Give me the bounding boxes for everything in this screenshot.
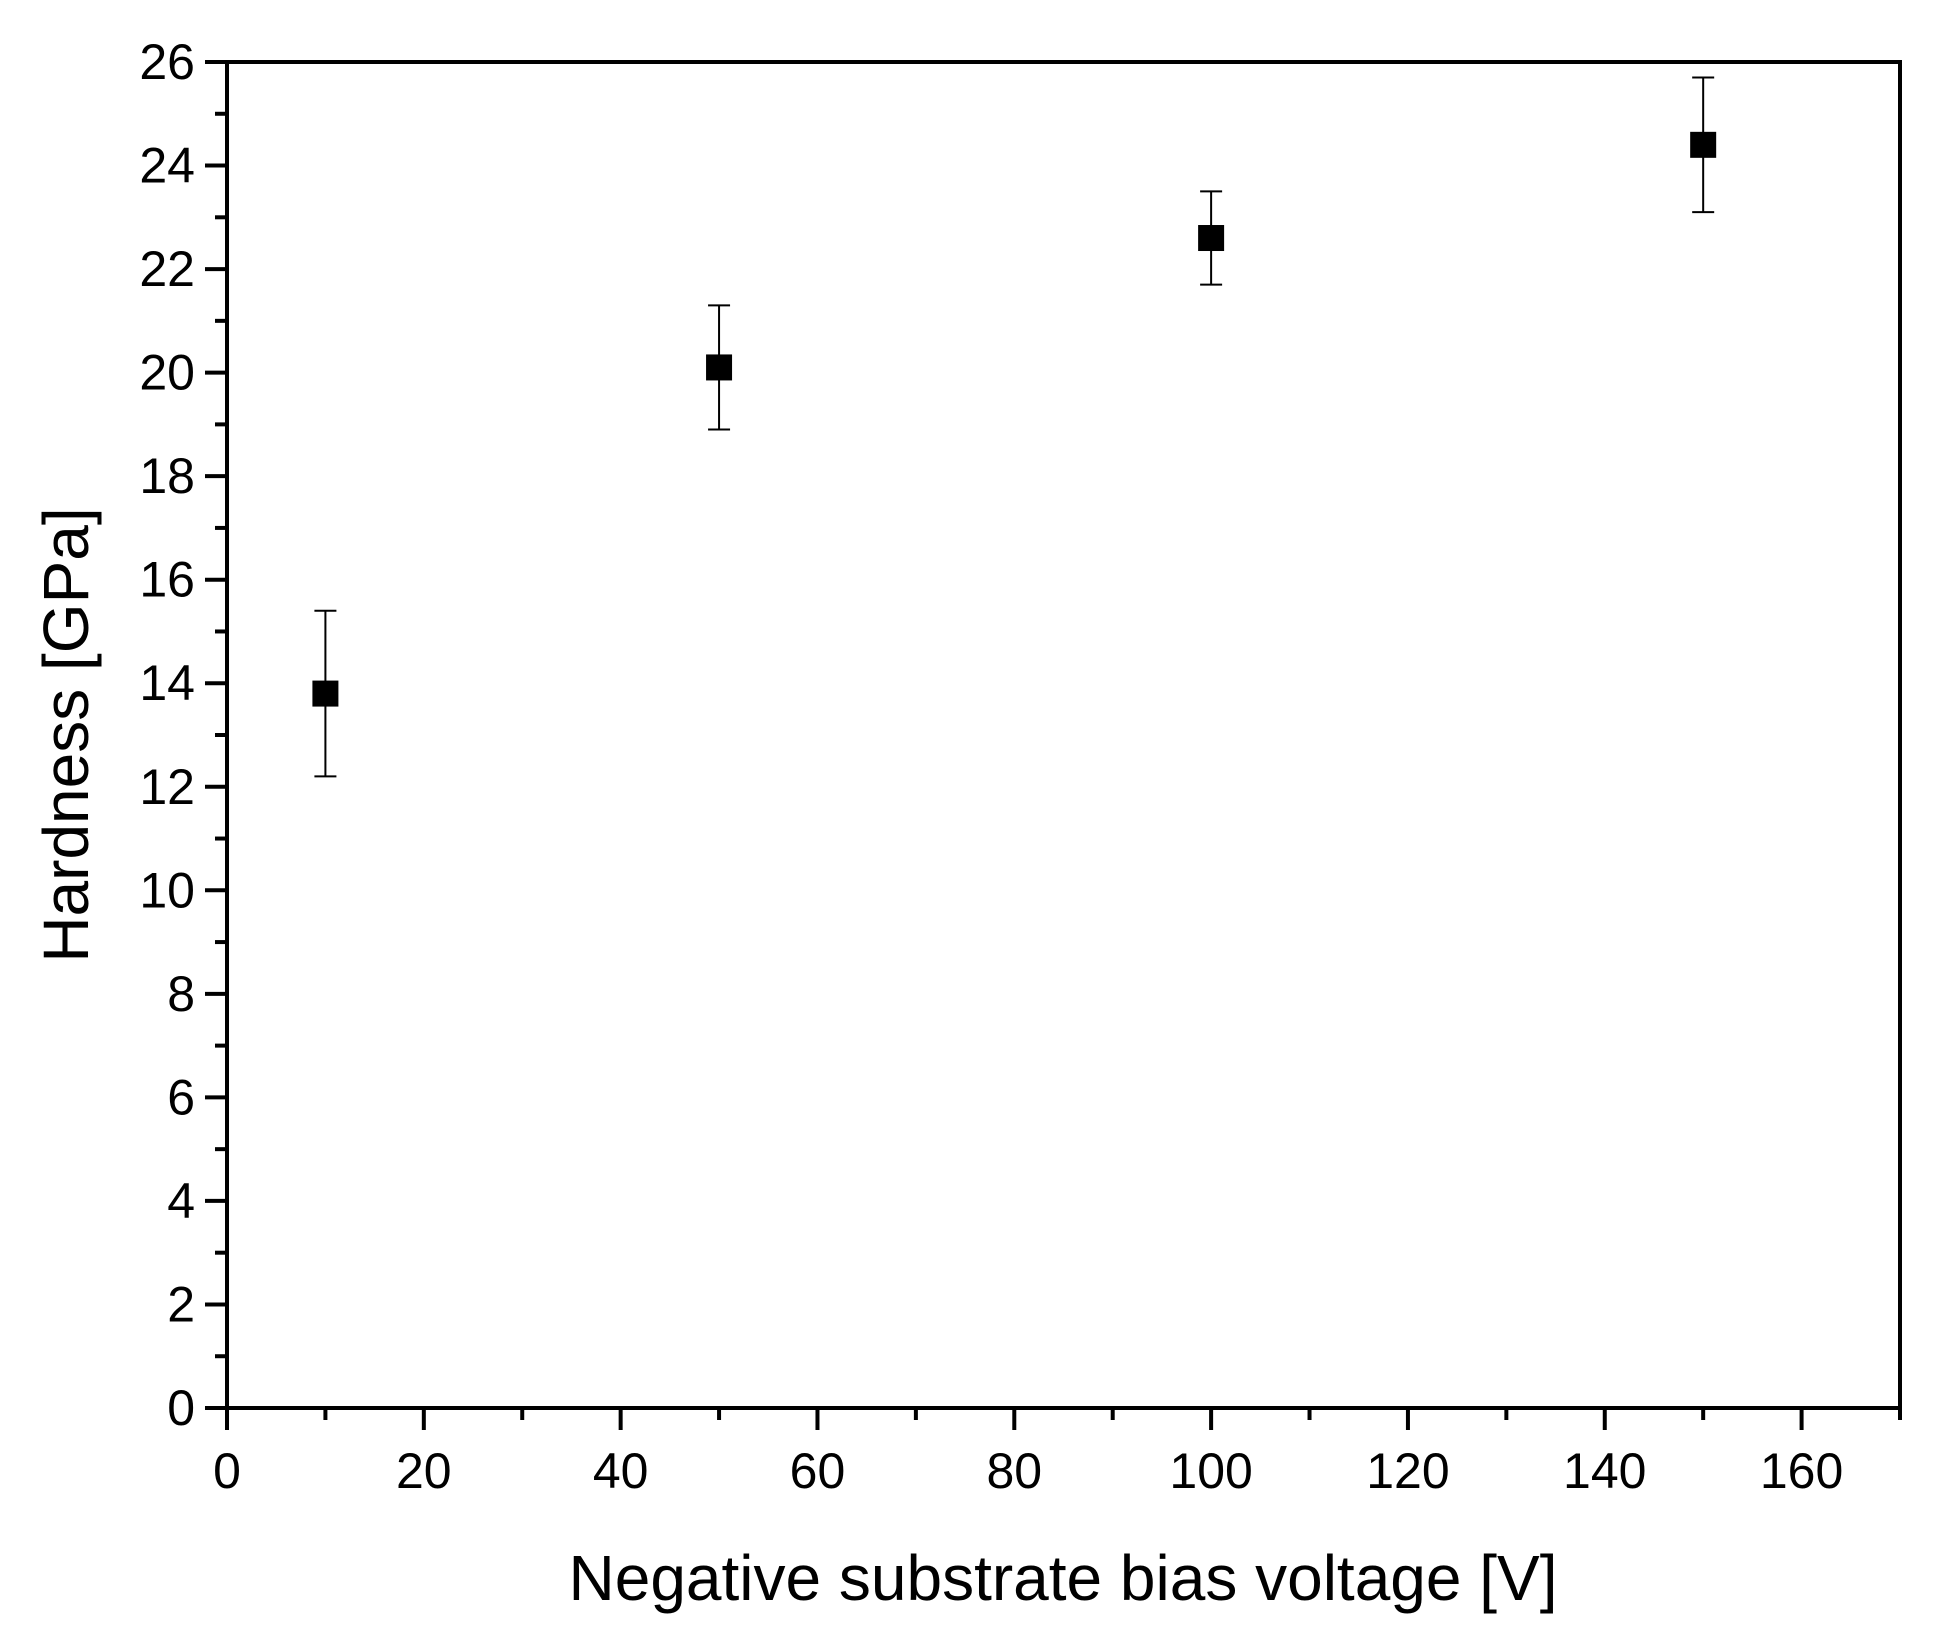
y-tick-label: 18 bbox=[139, 448, 195, 504]
y-tick-label: 14 bbox=[139, 655, 195, 711]
data-point-group bbox=[312, 609, 339, 778]
x-tick-label: 20 bbox=[396, 1443, 452, 1499]
x-axis-title: Negative substrate bias voltage [V] bbox=[569, 1542, 1558, 1614]
data-point-marker bbox=[312, 680, 339, 707]
data-point-group bbox=[1198, 190, 1225, 286]
x-tick-label: 40 bbox=[593, 1443, 649, 1499]
y-tick-label: 24 bbox=[139, 138, 195, 194]
data-layer bbox=[312, 76, 1717, 778]
plot-frame bbox=[225, 60, 1902, 1410]
y-tick-label: 6 bbox=[167, 1069, 195, 1125]
x-tick-label: 140 bbox=[1563, 1443, 1646, 1499]
x-tick-label: 120 bbox=[1366, 1443, 1449, 1499]
x-tick-label: 60 bbox=[790, 1443, 846, 1499]
data-point-marker bbox=[1690, 131, 1717, 158]
x-tick-label: 0 bbox=[213, 1443, 241, 1499]
y-tick-label: 22 bbox=[139, 241, 195, 297]
y-tick-label: 20 bbox=[139, 345, 195, 401]
data-point-marker bbox=[706, 354, 733, 381]
y-tick-label: 4 bbox=[167, 1173, 195, 1229]
data-point-group bbox=[706, 304, 733, 431]
y-tick-label: 16 bbox=[139, 552, 195, 608]
data-point-group bbox=[1690, 76, 1717, 214]
y-tick-label: 26 bbox=[139, 34, 195, 90]
x-tick-label: 160 bbox=[1760, 1443, 1843, 1499]
data-point-marker bbox=[1198, 225, 1225, 252]
x-axis-ticks: 0 20 40 60 80 100 120 140 160 bbox=[213, 1408, 1902, 1499]
x-tick-label: 80 bbox=[986, 1443, 1042, 1499]
x-tick-label: 100 bbox=[1169, 1443, 1252, 1499]
y-tick-label: 10 bbox=[139, 862, 195, 918]
y-tick-label: 8 bbox=[167, 966, 195, 1022]
y-tick-label: 0 bbox=[167, 1380, 195, 1436]
y-tick-label: 2 bbox=[167, 1276, 195, 1332]
y-tick-label: 12 bbox=[139, 759, 195, 815]
y-axis-title: Hardness [GPa] bbox=[30, 507, 102, 962]
